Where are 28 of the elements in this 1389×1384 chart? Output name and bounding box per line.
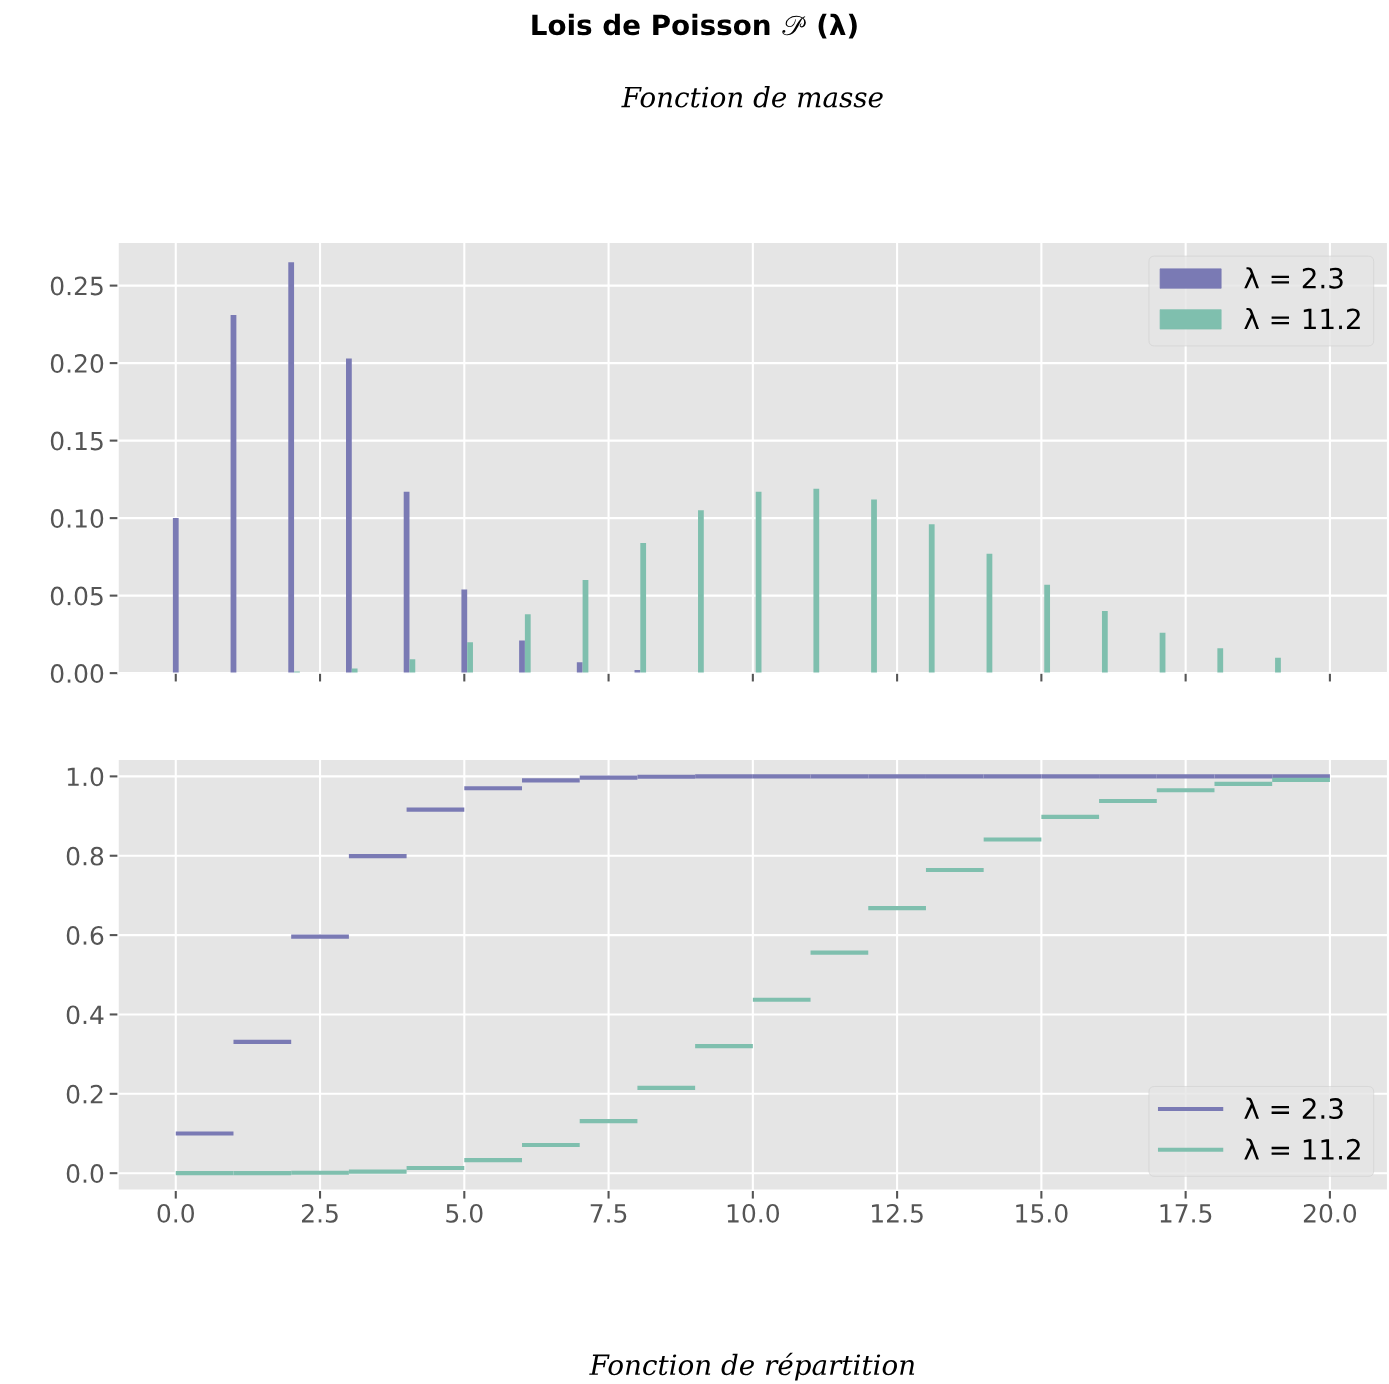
x-tick-label: 15.0 bbox=[1016, 1203, 1068, 1223]
x-tick-label: 17.5 bbox=[1160, 1204, 1212, 1223]
x-tick-label: 5.0 bbox=[446, 1203, 483, 1223]
x-axis-title: Fonction de répartition bbox=[589, 1352, 915, 1381]
y-tick-label: 0.00 bbox=[50, 664, 104, 683]
y-tick-label: 0.25 bbox=[50, 276, 103, 296]
x-tick-label: 2.5 bbox=[301, 1203, 338, 1223]
x-tick-label: 0.0 bbox=[157, 1203, 194, 1223]
x-tick-label: 20.0 bbox=[1303, 1203, 1357, 1223]
y-tick-label: 0.10 bbox=[50, 509, 104, 528]
y-tick-label: 0.05 bbox=[50, 586, 103, 606]
y-tick-label: 0.15 bbox=[50, 431, 103, 451]
y-tick-label: 0.4 bbox=[66, 1005, 104, 1025]
x-tick-label: 12.5 bbox=[872, 1203, 923, 1223]
y-tick-label: 0.20 bbox=[50, 354, 104, 373]
x-tick-label: 10.0 bbox=[727, 1203, 780, 1223]
y-tick-label: 0.2 bbox=[66, 1084, 103, 1104]
x-tick-label: 7.5 bbox=[590, 1204, 627, 1223]
legend-label: λ = 11.2 bbox=[1244, 307, 1360, 330]
y-tick-label: 0.6 bbox=[66, 926, 104, 945]
chart-title: Lois de Poisson 𝒫 (λ) bbox=[532, 13, 857, 39]
legend-label: λ = 2.3 bbox=[1244, 267, 1343, 289]
y-tick-label: 1.0 bbox=[67, 767, 104, 787]
legend-label: λ = 2.3 bbox=[1244, 1097, 1343, 1120]
chart-subtitle: Fonction de masse bbox=[621, 86, 883, 108]
legend-label: λ = 11.2 bbox=[1244, 1138, 1360, 1160]
y-tick-label: 0.0 bbox=[66, 1164, 104, 1184]
y-tick-label: 0.8 bbox=[66, 846, 104, 866]
